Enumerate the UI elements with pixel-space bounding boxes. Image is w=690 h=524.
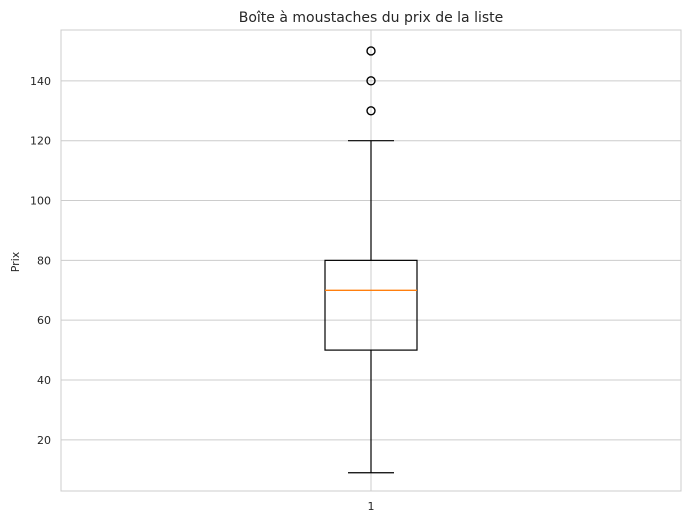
y-tick-label: 120 [30,135,51,148]
plot-area-frame [60,29,682,492]
x-tick-label: 1 [368,500,375,513]
y-tick-label: 60 [37,314,51,327]
outlier-point [366,106,376,116]
tick-labels: 20 40 60 80 100 120 140 1 [30,75,375,513]
interquartile-box [324,259,418,351]
outlier-point [366,76,376,86]
y-tick-label: 40 [37,374,51,387]
y-tick-label: 20 [37,434,51,447]
box-plot-marks [324,46,418,474]
outlier-point [366,46,376,56]
chart-title: Boîte à moustaches du prix de la liste [239,10,504,26]
y-axis-label: Prix [9,251,22,272]
y-tick-label: 140 [30,75,51,88]
y-tick-label: 80 [37,254,51,267]
y-tick-label: 100 [30,195,51,208]
